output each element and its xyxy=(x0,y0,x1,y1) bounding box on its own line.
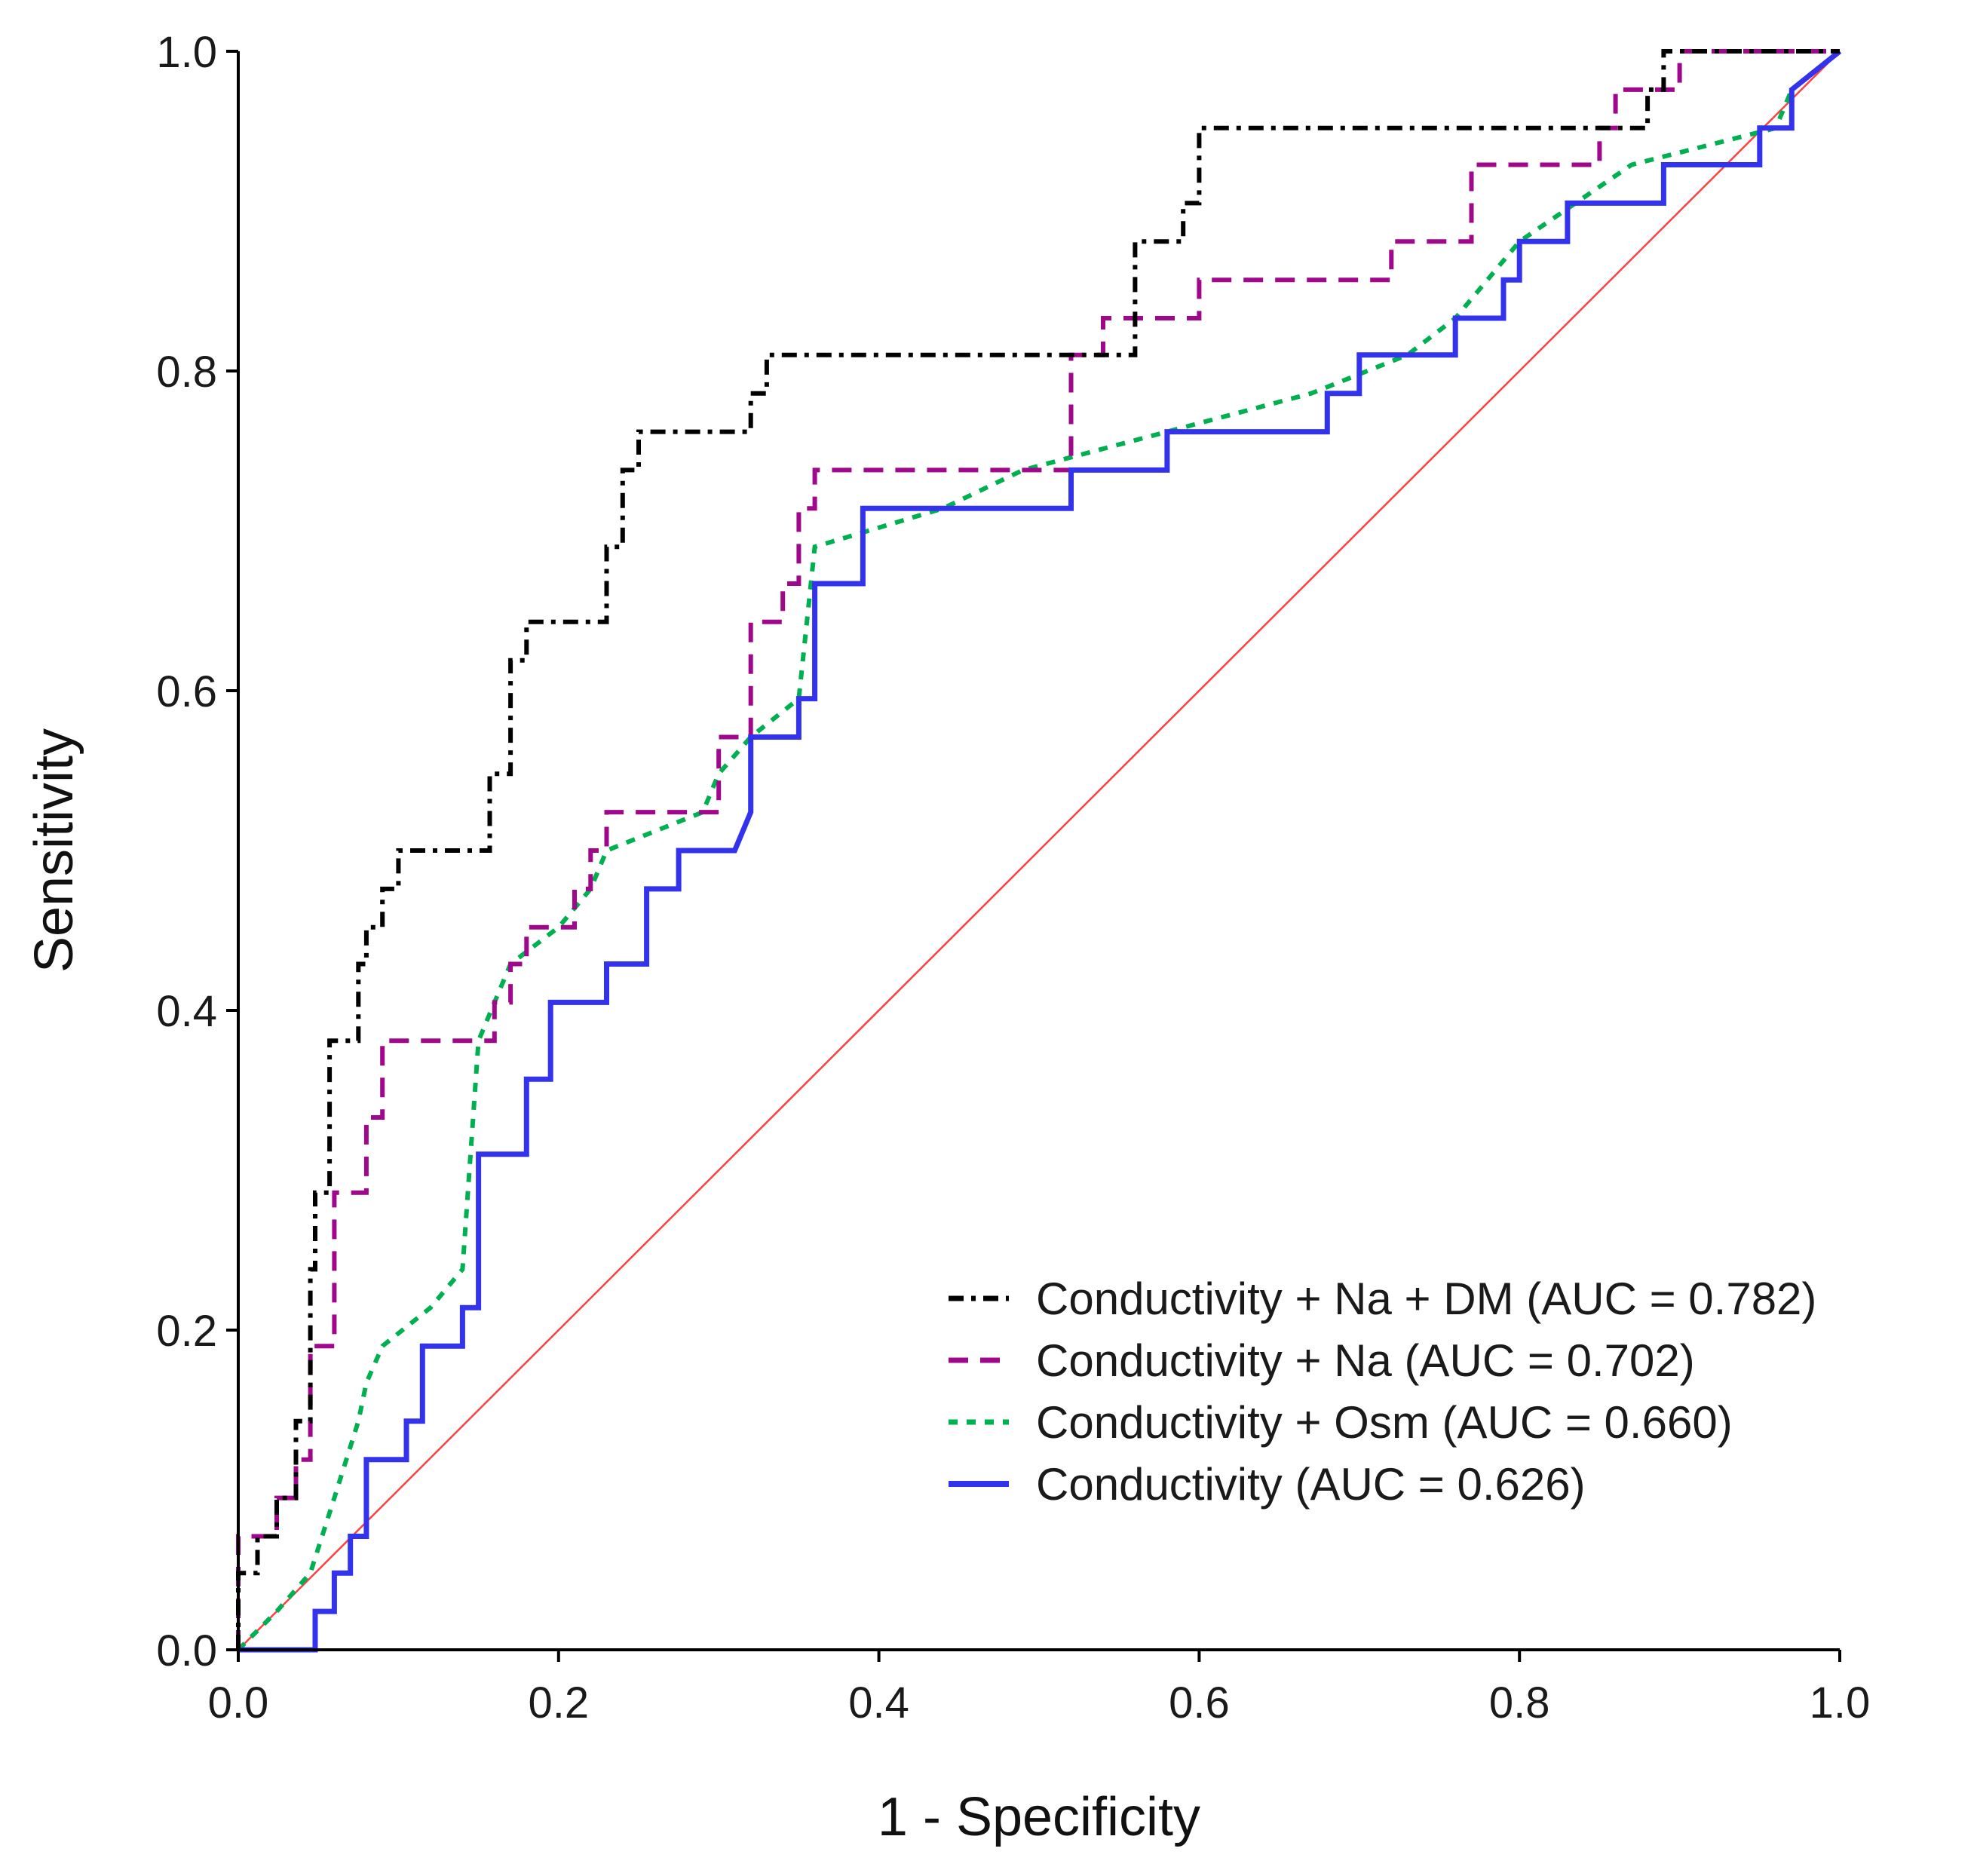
y-tick-label-0: 0.0 xyxy=(156,1626,217,1675)
x-tick-label-3: 0.6 xyxy=(1169,1678,1230,1727)
x-tick-label-5: 1.0 xyxy=(1810,1678,1871,1727)
x-tick-label-4: 0.8 xyxy=(1489,1678,1550,1727)
legend-label-1: Conductivity + Na (AUC = 0.702) xyxy=(1036,1335,1695,1386)
legend: Conductivity + Na + DM (AUC = 0.782) Cond… xyxy=(949,1274,1816,1510)
legend-label-3: Conductivity (AUC = 0.626) xyxy=(1036,1459,1586,1510)
x-tick-label-1: 0.2 xyxy=(528,1678,589,1727)
curves-layer xyxy=(236,49,1842,1653)
x-tick-label-0: 0.0 xyxy=(208,1678,269,1727)
reference-diagonal-line xyxy=(238,51,1841,1651)
y-tick-label-3: 0.6 xyxy=(156,667,217,716)
x-axis-title: 1 - Specificity xyxy=(878,1787,1200,1847)
y-tick-label-1: 0.2 xyxy=(156,1307,217,1356)
ticks-layer: 0.0 0.2 0.4 0.6 0.8 1.0 0.0 0.2 0.4 0.6 0.8 1.0 xyxy=(156,28,1870,1727)
x-tick-label-2: 0.4 xyxy=(848,1678,909,1727)
legend-label-2: Conductivity + Osm (AUC = 0.660) xyxy=(1036,1397,1733,1448)
y-tick-label-4: 0.8 xyxy=(156,348,217,397)
legend-label-0: Conductivity + Na + DM (AUC = 0.782) xyxy=(1036,1274,1816,1324)
y-tick-label-5: 1.0 xyxy=(156,28,217,77)
series-line-1 xyxy=(236,49,1840,1650)
series-line-0 xyxy=(236,49,1840,1650)
y-tick-label-2: 0.4 xyxy=(156,987,217,1036)
series-line-2 xyxy=(236,49,1841,1652)
y-axis-title: Sensitivity xyxy=(24,728,84,973)
series-line-3 xyxy=(238,49,1842,1653)
